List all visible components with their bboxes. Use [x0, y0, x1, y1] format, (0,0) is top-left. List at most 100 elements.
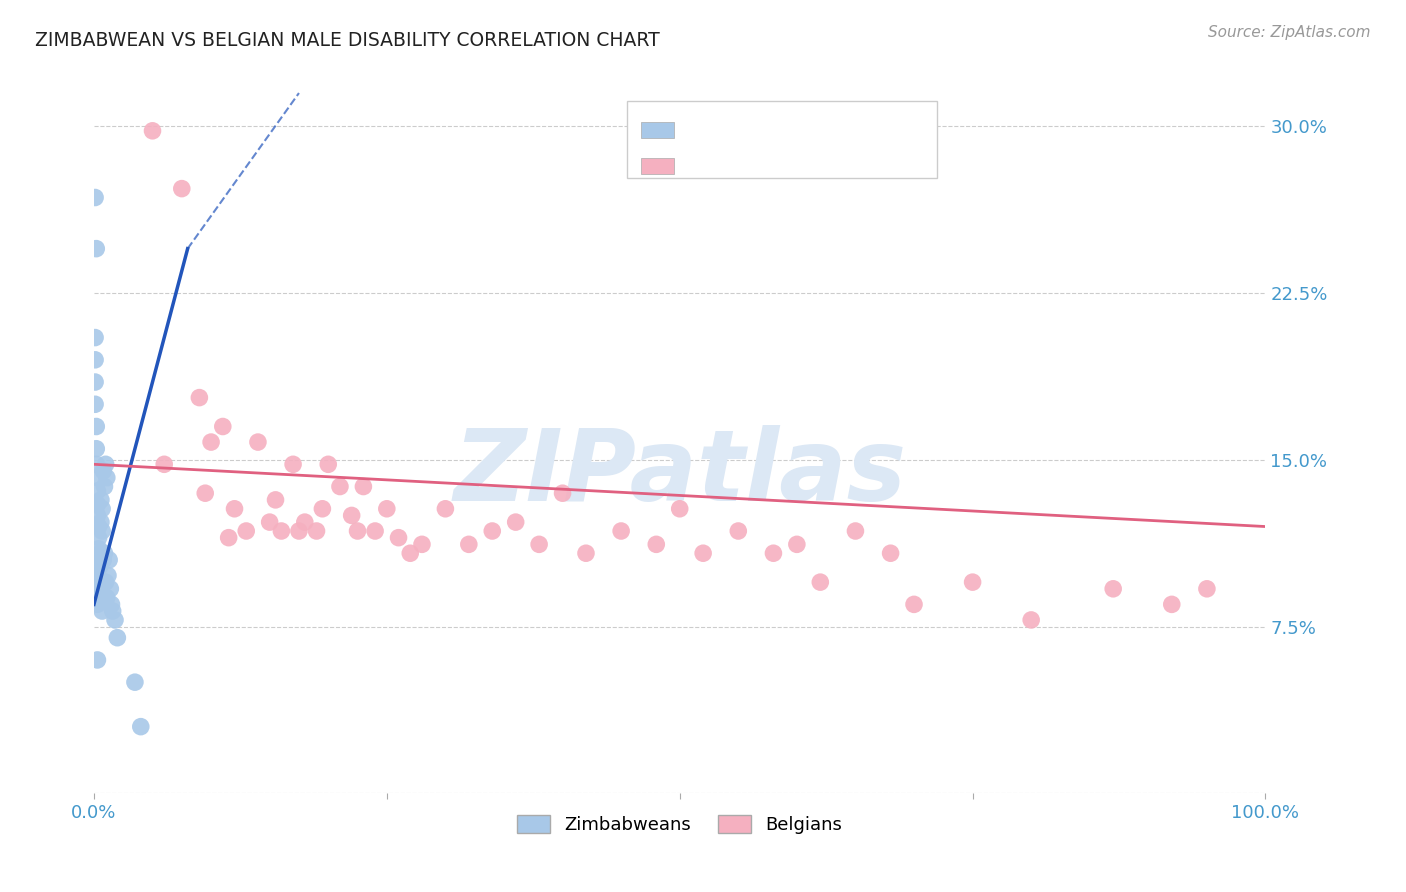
Point	[129, 720, 152, 734]
Point	[89, 553, 111, 567]
Point	[305, 524, 328, 538]
Point	[281, 458, 304, 472]
Point	[962, 575, 984, 590]
Point	[84, 190, 107, 204]
Point	[90, 591, 112, 605]
Point	[105, 631, 128, 645]
Point	[610, 524, 633, 538]
Point	[89, 559, 111, 574]
Point	[668, 501, 690, 516]
Point	[786, 537, 808, 551]
Point	[86, 568, 108, 582]
Point	[87, 519, 110, 533]
Point	[375, 501, 398, 516]
Point	[808, 575, 831, 590]
Point	[434, 501, 457, 516]
Point	[188, 391, 211, 405]
Point	[264, 492, 287, 507]
Point	[153, 458, 176, 472]
Point	[86, 470, 108, 484]
Point	[352, 479, 374, 493]
Point	[84, 458, 107, 472]
Point	[346, 524, 368, 538]
Point	[411, 537, 433, 551]
Point	[270, 524, 292, 538]
Point	[329, 479, 352, 493]
Text: N = 50: N = 50	[824, 120, 891, 137]
Text: ZIMBABWEAN VS BELGIAN MALE DISABILITY CORRELATION CHART: ZIMBABWEAN VS BELGIAN MALE DISABILITY CO…	[35, 31, 659, 50]
Point	[96, 591, 118, 605]
Point	[93, 479, 115, 493]
Point	[218, 531, 240, 545]
Point	[89, 546, 111, 560]
Point	[316, 458, 339, 472]
Point	[84, 591, 107, 605]
Point	[84, 442, 107, 456]
Point	[90, 492, 112, 507]
Point	[84, 419, 107, 434]
Point	[86, 598, 108, 612]
Point	[93, 546, 115, 560]
Point	[200, 435, 222, 450]
Point	[1160, 598, 1182, 612]
Point	[399, 546, 422, 560]
FancyBboxPatch shape	[641, 122, 673, 138]
Point	[84, 330, 107, 344]
Point	[100, 598, 122, 612]
Point	[481, 524, 503, 538]
Point	[94, 575, 117, 590]
Point	[294, 515, 316, 529]
Point	[94, 458, 117, 472]
Point	[98, 582, 121, 596]
Point	[235, 524, 257, 538]
Text: R =  0.392: R = 0.392	[686, 120, 790, 137]
Point	[762, 546, 785, 560]
Point	[364, 524, 387, 538]
FancyBboxPatch shape	[641, 159, 673, 175]
Point	[1195, 582, 1218, 596]
Point	[86, 483, 108, 498]
Point	[903, 598, 925, 612]
Point	[288, 524, 311, 538]
Point	[86, 653, 108, 667]
Point	[91, 553, 114, 567]
Point	[844, 524, 866, 538]
FancyBboxPatch shape	[627, 101, 938, 178]
Point	[645, 537, 668, 551]
Point	[86, 497, 108, 511]
Point	[340, 508, 363, 523]
Point	[211, 419, 233, 434]
Point	[84, 582, 107, 596]
Point	[1102, 582, 1125, 596]
Point	[86, 508, 108, 523]
Point	[90, 515, 112, 529]
Point	[1019, 613, 1042, 627]
Point	[104, 613, 127, 627]
Point	[141, 124, 163, 138]
Point	[692, 546, 714, 560]
Legend: Zimbabweans, Belgians: Zimbabweans, Belgians	[517, 814, 842, 834]
Point	[84, 568, 107, 582]
Point	[551, 486, 574, 500]
Point	[87, 531, 110, 545]
Point	[457, 537, 479, 551]
Point	[91, 604, 114, 618]
Text: R = -0.110: R = -0.110	[686, 155, 792, 173]
Point	[124, 675, 146, 690]
Point	[879, 546, 901, 560]
Point	[246, 435, 269, 450]
Text: Source: ZipAtlas.com: Source: ZipAtlas.com	[1208, 25, 1371, 40]
Point	[97, 568, 120, 582]
Point	[170, 181, 193, 195]
Point	[91, 501, 114, 516]
Point	[98, 553, 121, 567]
Text: ZIPatlas: ZIPatlas	[453, 425, 907, 522]
Point	[84, 352, 107, 367]
Point	[259, 515, 281, 529]
Point	[84, 375, 107, 389]
Point	[101, 604, 124, 618]
Point	[87, 541, 110, 556]
Point	[575, 546, 598, 560]
Point	[87, 575, 110, 590]
Point	[91, 464, 114, 478]
